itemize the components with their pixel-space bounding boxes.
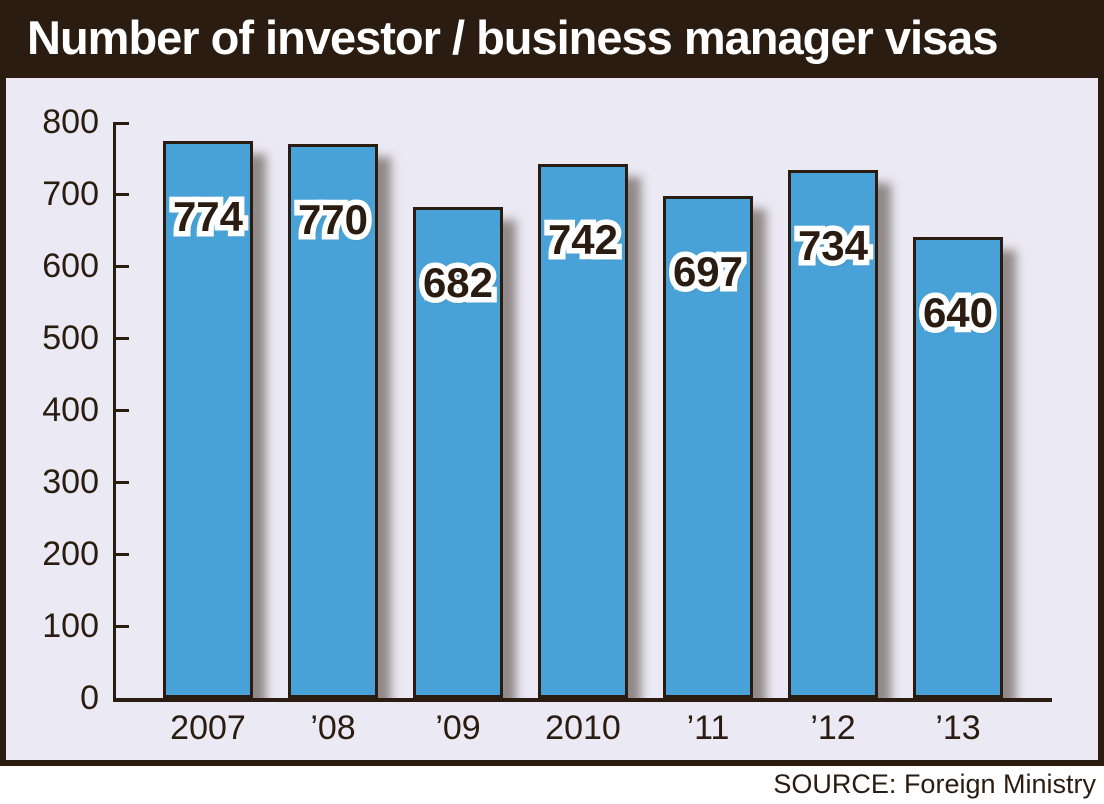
source-text: SOURCE: Foreign Ministry	[773, 769, 1096, 799]
bar-12: 734	[788, 169, 878, 698]
y-axis-tick	[116, 122, 129, 125]
chart-panel: 774 770 682 742 697 734 640 0 100 200 300 400 500 60…	[0, 78, 1104, 766]
y-axis-tick	[116, 264, 129, 268]
y-axis-tick-label: 500	[42, 319, 99, 357]
bar-value-label: 774	[163, 195, 253, 238]
x-axis-tick-label: ’08	[310, 709, 356, 747]
y-axis-tick-label: 700	[42, 175, 99, 213]
bar-11: 697	[663, 196, 753, 698]
x-axis-tick-label: ’12	[810, 709, 856, 747]
source-line: SOURCE: Foreign Ministry	[0, 766, 1104, 804]
bar-2007: 774	[163, 140, 253, 698]
bar-value-label: 742	[538, 218, 628, 261]
bar-value-label: 682	[413, 261, 503, 304]
chart-title: Number of investor / business manager vi…	[27, 11, 998, 64]
y-axis-tick-label: 300	[42, 463, 99, 501]
y-axis-tick	[116, 336, 129, 340]
bar-09: 682	[413, 206, 503, 698]
x-axis-tick-label: 2010	[545, 709, 621, 747]
x-axis-tick-label: ’09	[435, 709, 481, 747]
bar-2010: 742	[538, 163, 628, 698]
plot-area: 774 770 682 742 697 734 640	[113, 122, 1052, 702]
bar-value-label: 640	[913, 292, 1003, 335]
y-axis-tick	[116, 408, 129, 412]
bar-13: 640	[913, 237, 1003, 698]
chart-title-bar: Number of investor / business manager vi…	[0, 0, 1104, 78]
bar-08: 770	[288, 143, 378, 698]
y-axis-tick	[116, 480, 129, 484]
x-axis-tick-label: 2007	[170, 709, 246, 747]
y-axis-tick-label: 100	[42, 607, 99, 645]
y-axis-tick	[116, 192, 129, 196]
y-axis-tick-label: 400	[42, 391, 99, 429]
y-axis-tick-label: 800	[42, 103, 99, 141]
y-axis-tick-label: 600	[42, 247, 99, 285]
y-axis-tick	[116, 552, 129, 556]
x-axis-tick-label: ’11	[686, 709, 730, 747]
bar-value-label: 770	[288, 198, 378, 241]
y-axis-tick	[116, 624, 129, 628]
y-axis-tick-label: 200	[42, 535, 99, 573]
x-axis-tick-label: ’13	[935, 709, 981, 747]
bar-value-label: 734	[788, 224, 878, 267]
bar-value-label: 697	[663, 251, 753, 294]
y-axis-tick-label: 0	[80, 679, 99, 717]
